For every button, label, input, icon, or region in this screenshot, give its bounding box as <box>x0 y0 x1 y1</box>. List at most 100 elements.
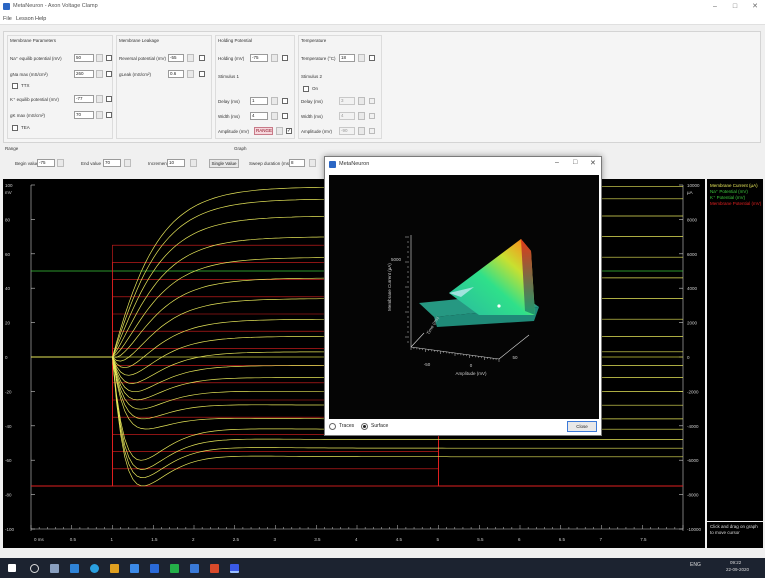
gleak-field[interactable]: 0.6 <box>168 70 184 78</box>
app-icon-3[interactable] <box>210 564 219 573</box>
left-tick-label: 100 <box>5 183 13 188</box>
k-equilib-stepper[interactable] <box>96 95 103 103</box>
reversal-potential-field[interactable]: -55 <box>168 54 184 62</box>
reversal-potential-checkbox[interactable] <box>199 55 205 61</box>
app-icon[interactable] <box>170 564 179 573</box>
popup-minimize-button[interactable]: – <box>555 159 559 166</box>
stim2-width-checkbox[interactable] <box>369 113 375 119</box>
tray-time[interactable]: 09:22 <box>730 560 742 565</box>
x-tick-label: 1.5 <box>151 537 158 542</box>
search-icon[interactable] <box>30 564 39 573</box>
popup-close-button[interactable]: Close <box>567 421 597 432</box>
task-view-icon[interactable] <box>50 564 59 573</box>
stim2-width-stepper[interactable] <box>358 112 365 120</box>
na-equilib-checkbox[interactable] <box>106 55 112 61</box>
stim2-amplitude-checkbox[interactable] <box>369 128 375 134</box>
stim1-delay-field[interactable]: 1 <box>250 97 268 105</box>
stim1-width-stepper[interactable] <box>271 112 278 120</box>
surface-3d-view[interactable]: Membrane Current (µA) 5000 Amplitude (mV… <box>329 175 599 419</box>
left-tick-label: 80 <box>5 217 11 222</box>
gk-field[interactable]: 70 <box>74 111 94 119</box>
stim2-amplitude-field[interactable]: -90 <box>339 127 355 135</box>
menu-help[interactable]: Help <box>35 16 47 22</box>
surface-ridge <box>449 239 535 315</box>
gk-stepper[interactable] <box>96 111 103 119</box>
tray-date[interactable]: 22-09-2020 <box>726 567 750 572</box>
minimize-button[interactable]: – <box>713 3 717 10</box>
traces-radio[interactable] <box>329 423 336 430</box>
stim2-amplitude-stepper[interactable] <box>358 127 365 135</box>
end-value-field[interactable]: 70 <box>103 159 121 167</box>
stim1-width-checkbox[interactable] <box>282 113 288 119</box>
stim2-amplitude-label: Amplitude (mV) <box>301 129 333 134</box>
legend-membrane-current: Membrane Current (µA) <box>710 183 758 188</box>
stim1-amplitude-field[interactable]: RANGE <box>254 127 273 135</box>
windows-start-icon[interactable] <box>8 564 16 572</box>
stim1-delay-stepper[interactable] <box>271 97 278 105</box>
gleak-stepper[interactable] <box>187 70 194 78</box>
holding-field[interactable]: -75 <box>250 54 268 62</box>
mail-icon[interactable] <box>150 564 159 573</box>
file-explorer-icon[interactable] <box>70 564 79 573</box>
begin-value-field[interactable]: -75 <box>37 159 55 167</box>
metaneuron-taskbar-icon[interactable] <box>230 564 239 573</box>
right-tick-label: 2000 <box>687 321 698 326</box>
stim2-on-checkbox[interactable] <box>303 86 309 92</box>
surface-fold <box>449 287 474 297</box>
gleak-checkbox[interactable] <box>199 71 205 77</box>
temperature-field[interactable]: 18 <box>339 54 355 62</box>
single-value-button[interactable]: Single Value <box>209 159 239 168</box>
na-equilib-stepper[interactable] <box>96 54 103 62</box>
x-tick-label: 6.5 <box>559 537 566 542</box>
browser-icon[interactable] <box>90 564 99 573</box>
k-equilib-field[interactable]: -77 <box>74 95 94 103</box>
stim2-delay-stepper[interactable] <box>358 97 365 105</box>
temperature-stepper[interactable] <box>358 54 365 62</box>
holding-checkbox[interactable] <box>282 55 288 61</box>
maximize-button[interactable]: □ <box>732 3 738 10</box>
gna-checkbox[interactable] <box>106 71 112 77</box>
menu-lesson[interactable]: Lesson <box>16 16 34 22</box>
stim1-amplitude-label: Amplitude (mV) <box>218 129 250 134</box>
holding-stimulus1-group: Holding Potential Holding (mV) -75 Stimu… <box>215 35 295 139</box>
settings-icon[interactable] <box>110 564 119 573</box>
stim1-delay-checkbox[interactable] <box>282 98 288 104</box>
stim1-width-field[interactable]: 4 <box>250 112 268 120</box>
store-icon[interactable] <box>130 564 139 573</box>
popup-title: MetaNeuron <box>339 161 370 167</box>
menu-file[interactable]: File <box>3 16 12 22</box>
surface-label: Surface <box>371 423 389 429</box>
sweep-duration-stepper[interactable] <box>309 159 316 167</box>
popup-maximize-button[interactable]: □ <box>573 159 578 166</box>
gna-field[interactable]: 260 <box>74 70 94 78</box>
popup-close-icon[interactable]: ✕ <box>590 160 596 167</box>
end-value-stepper[interactable] <box>124 159 131 167</box>
increment-stepper[interactable] <box>190 159 197 167</box>
holding-stepper[interactable] <box>271 54 278 62</box>
sweep-duration-field[interactable]: 8 <box>289 159 305 167</box>
begin-value-label: Begin value <box>15 161 39 166</box>
stim2-delay-field[interactable]: 3 <box>339 97 355 105</box>
app-icon-2[interactable] <box>190 564 199 573</box>
stim1-amplitude-checkbox[interactable]: ✓ <box>286 128 292 134</box>
k-equilib-checkbox[interactable] <box>106 96 112 102</box>
surface-3d-canvas[interactable]: Membrane Current (µA) 5000 Amplitude (mV… <box>329 175 599 419</box>
x-tick-label: 3.5 <box>314 537 321 542</box>
holding-label: Holding (mV) <box>218 56 245 61</box>
surface-radio[interactable] <box>361 423 368 430</box>
tray-language[interactable]: ENG <box>690 562 701 568</box>
temperature-checkbox[interactable] <box>369 55 375 61</box>
stim1-amplitude-stepper[interactable] <box>276 127 283 135</box>
begin-value-stepper[interactable] <box>57 159 64 167</box>
na-equilib-label: Na⁺ equilib potential (mV) <box>10 56 62 61</box>
tea-checkbox[interactable] <box>12 125 18 131</box>
ttx-checkbox[interactable] <box>12 83 18 89</box>
stim2-width-field[interactable]: 4 <box>339 112 355 120</box>
na-equilib-field[interactable]: 50 <box>74 54 94 62</box>
gk-checkbox[interactable] <box>106 112 112 118</box>
stim2-delay-checkbox[interactable] <box>369 98 375 104</box>
close-button[interactable]: ✕ <box>752 3 758 10</box>
gna-stepper[interactable] <box>96 70 103 78</box>
increment-field[interactable]: 10 <box>167 159 185 167</box>
reversal-potential-stepper[interactable] <box>187 54 194 62</box>
